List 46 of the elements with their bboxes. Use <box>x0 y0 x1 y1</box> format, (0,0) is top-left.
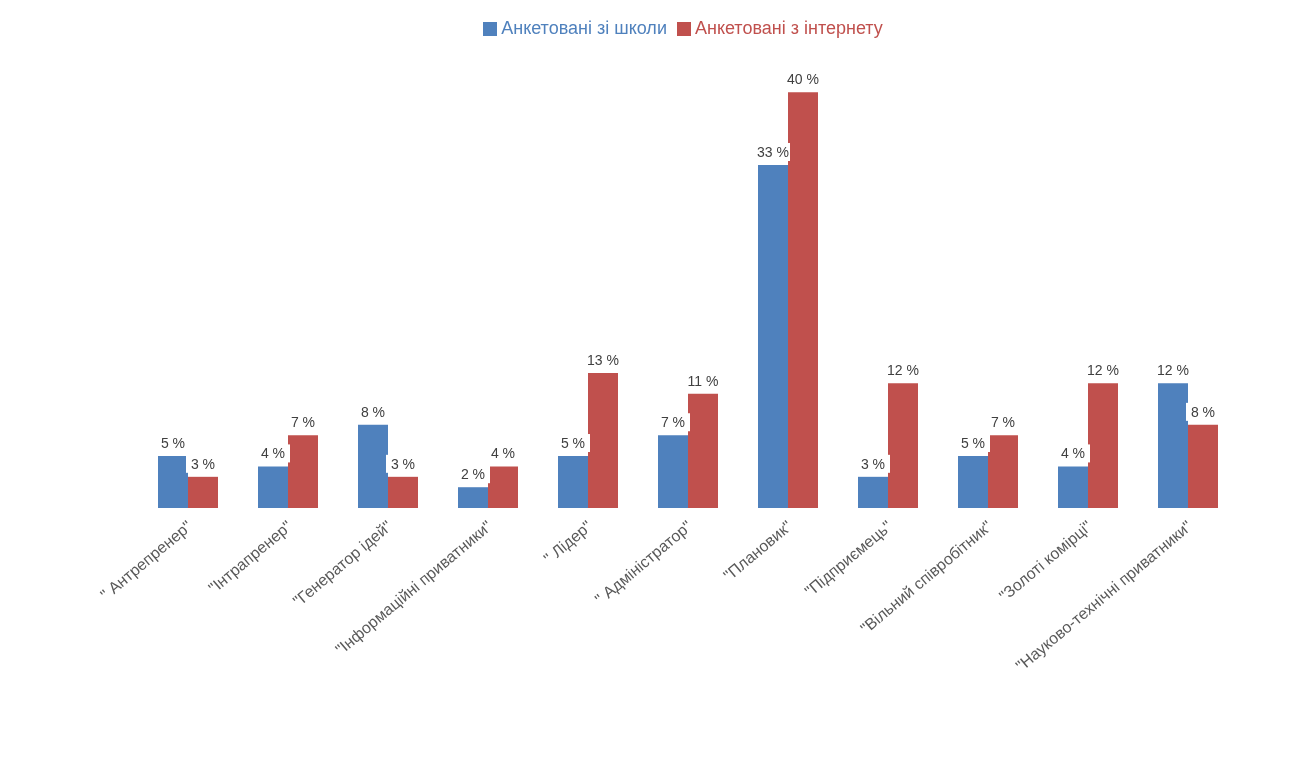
data-label: 4 % <box>260 445 286 462</box>
bar <box>688 393 718 508</box>
bar <box>1088 383 1118 508</box>
bar <box>258 466 288 508</box>
data-label: 33 % <box>757 144 789 161</box>
bar <box>1158 383 1188 508</box>
bar <box>958 456 988 508</box>
bar <box>388 476 418 508</box>
bar <box>1188 424 1218 508</box>
bar <box>758 165 788 508</box>
bar <box>288 435 318 508</box>
data-label: 12 % <box>1087 362 1119 379</box>
data-label: 5 % <box>960 435 986 452</box>
data-label: 12 % <box>1157 362 1189 379</box>
data-label: 2 % <box>460 466 486 483</box>
bar <box>788 92 818 508</box>
legend-label: Анкетовані з інтернету <box>694 18 883 38</box>
data-label: 8 % <box>360 403 386 420</box>
data-label: 12 % <box>887 362 919 379</box>
data-label: 4 % <box>490 445 516 462</box>
data-label: 7 % <box>990 414 1016 431</box>
data-label: 13 % <box>587 351 619 368</box>
data-label: 11 % <box>687 372 719 389</box>
legend-label: Анкетовані зі школи <box>501 18 667 38</box>
bar <box>888 383 918 508</box>
bar <box>158 456 188 508</box>
data-label: 3 % <box>190 455 216 472</box>
bar <box>588 372 618 508</box>
data-label: 5 % <box>160 435 186 452</box>
data-label: 3 % <box>390 455 416 472</box>
bar <box>658 435 688 508</box>
data-label: 7 % <box>290 414 316 431</box>
data-label: 8 % <box>1190 403 1216 420</box>
bar <box>1058 466 1088 508</box>
data-label: 40 % <box>787 71 819 88</box>
bar <box>858 476 888 508</box>
bar <box>358 424 388 508</box>
data-label: 5 % <box>560 435 586 452</box>
bar <box>558 456 588 508</box>
data-label: 4 % <box>1060 445 1086 462</box>
data-label: 7 % <box>660 414 686 431</box>
bar <box>488 466 518 508</box>
bar <box>988 435 1018 508</box>
data-label: 3 % <box>860 455 886 472</box>
bar <box>458 487 488 508</box>
bar <box>188 476 218 508</box>
